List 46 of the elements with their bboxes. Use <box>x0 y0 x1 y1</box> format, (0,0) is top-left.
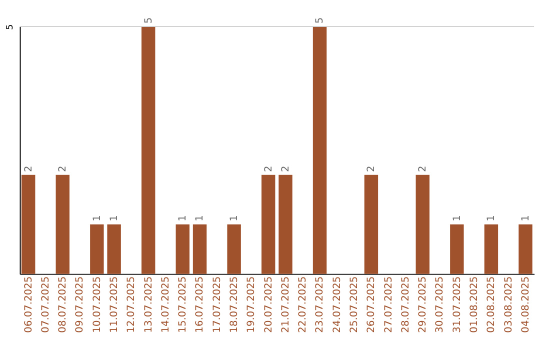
data-label: 1 <box>109 215 120 222</box>
data-label: 1 <box>229 215 240 222</box>
x-tick-label: 12.07.2025 <box>126 276 138 333</box>
x-tick-label: 16.07.2025 <box>194 276 206 333</box>
data-label: 1 <box>520 215 532 222</box>
data-label: 1 <box>194 215 206 222</box>
data-label: 2 <box>366 166 378 172</box>
data-label: 2 <box>58 166 69 172</box>
x-tick-label: 08.07.2025 <box>58 276 69 333</box>
x-tick-label: 07.07.2025 <box>40 276 52 333</box>
x-tick-label: 27.07.2025 <box>383 276 394 333</box>
x-tick-label: 09.07.2025 <box>74 276 86 333</box>
x-tick-label: 19.07.2025 <box>246 276 258 333</box>
x-tick-label: 21.07.2025 <box>280 276 292 333</box>
x-tick-label: 22.07.2025 <box>298 276 309 333</box>
data-label: 1 <box>178 215 189 222</box>
x-tick-label: 06.07.2025 <box>23 276 34 333</box>
data-label: 1 <box>452 215 463 222</box>
x-tick-label: 11.07.2025 <box>109 276 120 333</box>
data-label: 2 <box>280 166 292 172</box>
x-tick-label: 23.07.2025 <box>314 276 326 333</box>
x-tick-label: 04.08.2025 <box>520 276 532 333</box>
x-tick-label: 15.07.2025 <box>178 276 189 333</box>
x-tick-label: 14.07.2025 <box>160 276 172 333</box>
x-tick-label: 02.08.2025 <box>486 276 498 333</box>
data-label: 2 <box>23 166 34 172</box>
x-tick-label: 29.07.2025 <box>418 276 429 333</box>
data-label: 1 <box>92 215 103 222</box>
x-tick-label: 26.07.2025 <box>366 276 378 333</box>
x-tick-label: 03.08.2025 <box>503 276 514 333</box>
x-tick-label: 01.08.2025 <box>469 276 480 333</box>
data-label: 2 <box>263 166 274 172</box>
x-tick-label: 24.07.2025 <box>332 276 343 333</box>
x-tick-label: 13.07.2025 <box>143 276 154 333</box>
data-label: 5 <box>314 17 326 24</box>
x-tick-label: 10.07.2025 <box>92 276 103 333</box>
x-tick-label: 17.07.2025 <box>212 276 223 333</box>
data-label: 1 <box>486 215 498 222</box>
x-tick-label: 25.07.2025 <box>349 276 360 333</box>
x-tick-label: 28.07.2025 <box>400 276 412 333</box>
x-tick-label: 31.07.2025 <box>452 276 463 333</box>
x-tick-label: 20.07.2025 <box>263 276 274 333</box>
x-tick-label: 18.07.2025 <box>229 276 240 333</box>
x-tick-label: 30.07.2025 <box>434 276 446 333</box>
data-label: 2 <box>418 166 429 172</box>
data-label: 5 <box>143 17 154 24</box>
